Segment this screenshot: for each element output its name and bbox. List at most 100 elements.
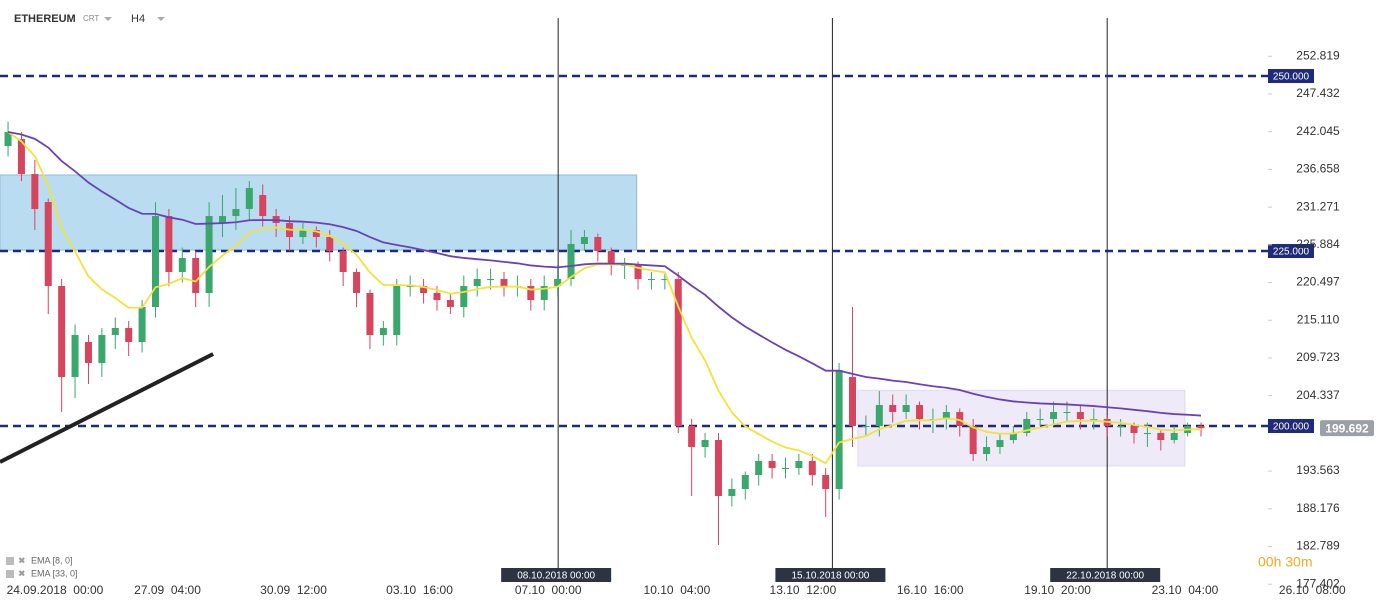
- candle-body: [755, 461, 763, 476]
- x-tick-label: 19.10 20:00: [1024, 583, 1091, 597]
- level-label: 200.000: [1273, 422, 1310, 433]
- candle-body: [916, 405, 924, 420]
- candle-body: [661, 279, 669, 281]
- candle-body: [205, 216, 213, 294]
- candle-body: [1076, 412, 1084, 420]
- vline-label-bg: [775, 568, 886, 582]
- level-label: 225.000: [1273, 247, 1310, 258]
- x-tick-label: 26.10 08:00: [1279, 583, 1346, 597]
- y-tick-label: 215.110: [1297, 312, 1340, 326]
- vline-label: 22.10.2018 00:00: [1066, 571, 1144, 582]
- price-label-bg: [1320, 420, 1374, 437]
- candle-body: [259, 195, 267, 217]
- candle-body: [1130, 426, 1138, 434]
- candle-body: [111, 328, 119, 336]
- vline-label-bg: [501, 568, 612, 582]
- candle-body: [299, 230, 307, 238]
- y-tick-label: 236.658: [1296, 162, 1340, 176]
- candle-body: [1090, 419, 1098, 421]
- candle-body: [1197, 426, 1205, 429]
- candle-body: [701, 440, 709, 448]
- candle-body: [540, 286, 548, 301]
- trendline: [0, 352, 215, 464]
- candle-body: [594, 237, 602, 252]
- candle-body: [58, 286, 66, 378]
- ema-remove: ✖: [18, 568, 26, 578]
- candle-body: [326, 237, 334, 252]
- candle-body: [607, 251, 615, 266]
- y-tick-label: 188.176: [1296, 501, 1340, 515]
- timeframe[interactable]: H4: [131, 13, 145, 25]
- y-tick-label: 225.884: [1296, 237, 1340, 251]
- candle-body: [446, 300, 454, 308]
- timer: 00h 30m: [1258, 554, 1312, 570]
- symbol[interactable]: ETHEREUM: [14, 13, 76, 25]
- x-tick-label: 16.10 16:00: [897, 583, 964, 597]
- candle-body: [393, 286, 401, 336]
- candle-body: [420, 286, 428, 294]
- candle-body: [1036, 419, 1044, 421]
- candle-body: [889, 405, 897, 413]
- candle-body: [353, 272, 361, 294]
- y-tick-label: 209.723: [1296, 350, 1340, 364]
- y-tick-label: 220.497: [1296, 275, 1340, 289]
- candle-body: [647, 279, 655, 281]
- candle-body: [942, 412, 950, 420]
- level-label-bg: [1268, 419, 1314, 434]
- ema-icon: [6, 570, 14, 578]
- candle-body: [969, 426, 977, 455]
- ema-remove: ✖: [18, 555, 26, 565]
- candle-body: [98, 335, 106, 364]
- x-tick-label: 10.10 04:00: [644, 583, 711, 597]
- candle-body: [192, 258, 200, 294]
- candle-body: [714, 440, 722, 497]
- level-label: 250.000: [1273, 72, 1310, 83]
- candle-body: [4, 132, 12, 147]
- candle-body: [178, 258, 186, 273]
- x-tick-label: 24.09.2018 00:00: [7, 583, 104, 597]
- candle-body: [902, 405, 910, 413]
- level-label-bg: [1268, 69, 1314, 84]
- source[interactable]: CRT: [83, 14, 99, 23]
- dropdown-arrow[interactable]: [104, 17, 112, 21]
- candle-body: [487, 279, 495, 281]
- candle-body: [1063, 412, 1071, 414]
- dropdown-arrow[interactable]: [157, 17, 165, 21]
- vline-label-bg: [1050, 568, 1161, 582]
- candle-body: [84, 342, 92, 364]
- candle-body: [875, 405, 883, 427]
- level-label-bg: [1268, 244, 1314, 259]
- candle-body: [17, 139, 25, 175]
- ema-legend: EMA [33, 0]: [31, 568, 78, 578]
- candle-body: [956, 412, 964, 427]
- y-tick-label: 182.789: [1296, 539, 1340, 553]
- candle-body: [366, 293, 374, 336]
- candle-body: [580, 237, 588, 245]
- candle-body: [781, 468, 789, 470]
- y-tick-label: 193.563: [1296, 463, 1340, 477]
- candle-body: [822, 475, 830, 490]
- ema-icon: [6, 557, 14, 565]
- ema-legend: EMA [8, 0]: [31, 555, 73, 565]
- x-tick-label: 30.09 12:00: [260, 583, 327, 597]
- candle-body: [1170, 433, 1178, 441]
- candle-body: [44, 202, 52, 287]
- ema-line: [7, 131, 1202, 417]
- candle-body: [554, 279, 562, 287]
- y-tick-label: 177.402: [1296, 576, 1340, 590]
- candle-body: [996, 440, 1004, 448]
- candle-body: [862, 426, 870, 428]
- candle-body: [151, 216, 159, 308]
- candle-body: [1117, 426, 1125, 428]
- candle-body: [406, 286, 414, 288]
- vline-label: 15.10.2018 00:00: [791, 571, 869, 582]
- y-tick-label: 247.432: [1296, 86, 1340, 100]
- candle-body: [460, 286, 468, 308]
- y-tick-label: 231.271: [1296, 199, 1340, 213]
- candle-body: [433, 293, 441, 301]
- candle-body: [312, 230, 320, 238]
- candle-body: [1157, 433, 1165, 441]
- x-tick-label: 07.10 00:00: [515, 583, 582, 597]
- candle-body: [138, 307, 146, 343]
